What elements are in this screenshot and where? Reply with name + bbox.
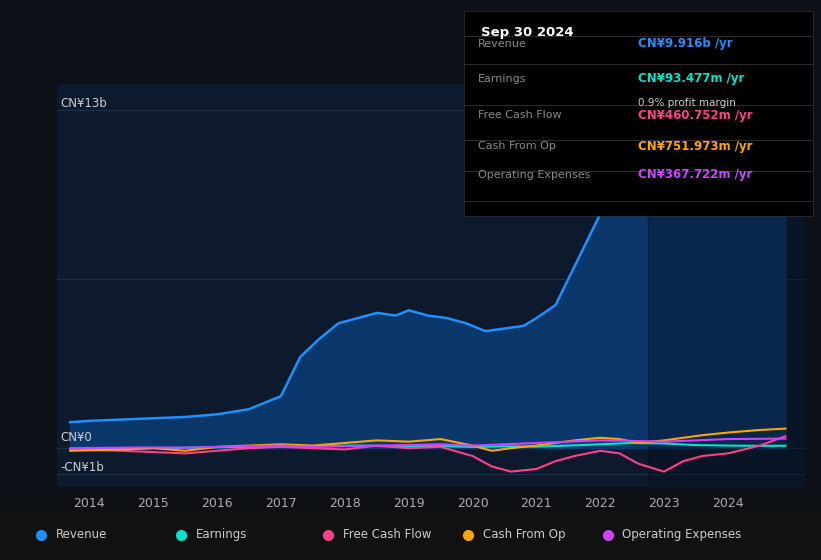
Text: Revenue: Revenue (478, 39, 526, 49)
Text: Cash From Op: Cash From Op (483, 528, 565, 542)
Text: Earnings: Earnings (195, 528, 247, 542)
Text: CN¥367.722m /yr: CN¥367.722m /yr (639, 168, 753, 181)
Text: CN¥0: CN¥0 (61, 431, 93, 444)
Bar (648, 84, 805, 487)
Text: CN¥751.973m /yr: CN¥751.973m /yr (639, 139, 753, 153)
Text: CN¥13b: CN¥13b (61, 97, 108, 110)
Text: Cash From Op: Cash From Op (478, 141, 556, 151)
Text: CN¥460.752m /yr: CN¥460.752m /yr (639, 109, 753, 122)
Text: 0.9% profit margin: 0.9% profit margin (639, 98, 736, 108)
Text: Operating Expenses: Operating Expenses (478, 170, 590, 180)
Text: Earnings: Earnings (478, 74, 526, 83)
Text: CN¥93.477m /yr: CN¥93.477m /yr (639, 72, 745, 85)
Text: Operating Expenses: Operating Expenses (622, 528, 741, 542)
Text: Free Cash Flow: Free Cash Flow (343, 528, 432, 542)
Text: -CN¥1b: -CN¥1b (61, 461, 104, 474)
Text: Sep 30 2024: Sep 30 2024 (481, 26, 574, 39)
Text: Revenue: Revenue (56, 528, 108, 542)
Text: Free Cash Flow: Free Cash Flow (478, 110, 562, 120)
Text: CN¥9.916b /yr: CN¥9.916b /yr (639, 38, 733, 50)
